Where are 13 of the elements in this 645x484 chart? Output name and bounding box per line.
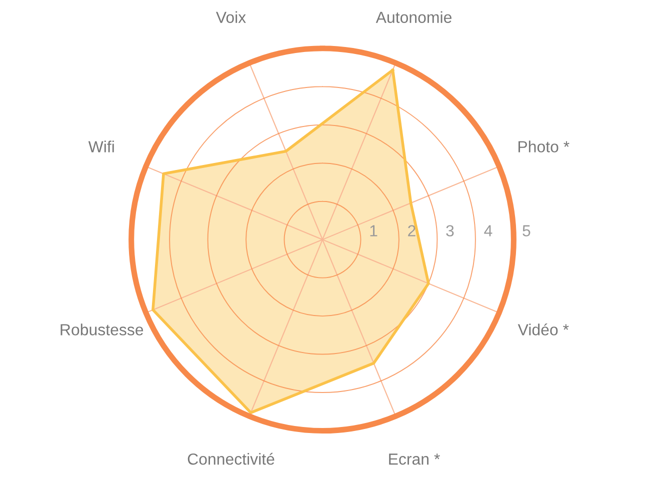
spoke-label: Photo *: [518, 140, 570, 152]
y-tick-label: 3: [446, 225, 454, 236]
y-tick-label: 2: [408, 225, 416, 236]
spoke-label: Robustesse: [60, 324, 144, 336]
spoke-label: Vidéo *: [518, 323, 569, 336]
spoke-label: Voix: [216, 11, 246, 23]
spoke-label: Autonomie: [376, 11, 452, 23]
y-tick-label: 4: [484, 225, 492, 236]
y-tick-label: 5: [522, 225, 530, 236]
spoke-label: Ecran *: [389, 454, 440, 465]
spoke-label: Connectivité: [188, 452, 274, 465]
spoke-label: Wifi: [88, 140, 114, 152]
y-tick-label: 1: [370, 225, 378, 236]
